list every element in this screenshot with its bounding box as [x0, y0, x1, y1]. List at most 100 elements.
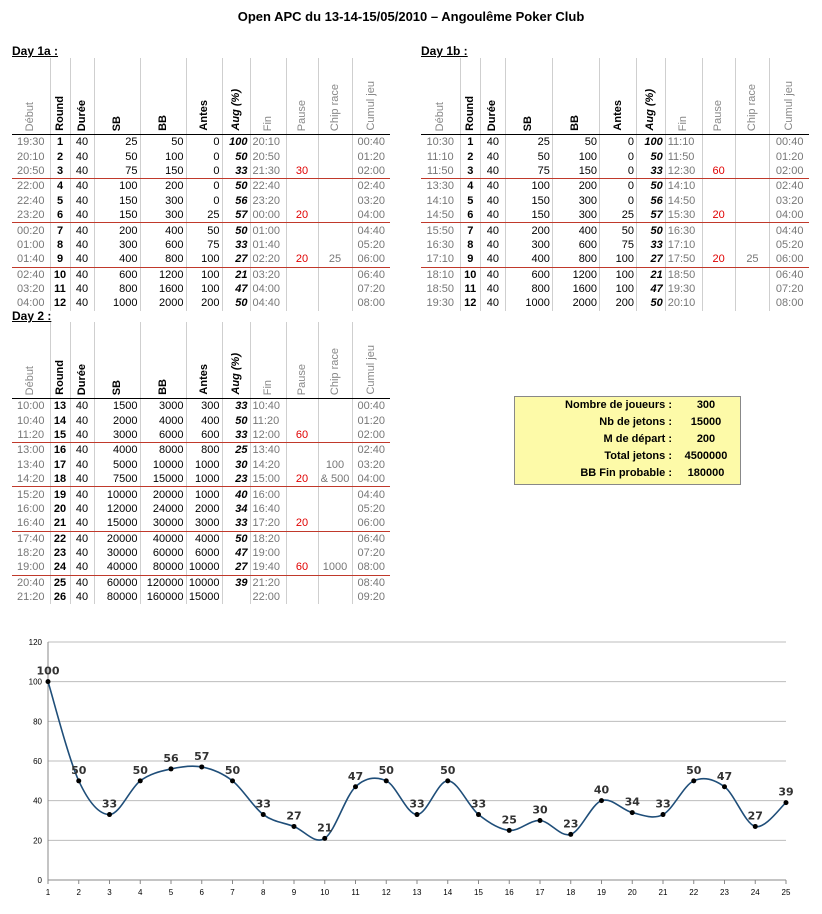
cell-cumul-jeu: 07:20	[351, 281, 390, 297]
cell-debut: 22:00	[16, 180, 45, 193]
cell-antes: 200	[599, 296, 637, 311]
cell-round: 15	[49, 427, 70, 444]
x-tick-label: 6	[200, 888, 205, 897]
cell-duree: 40	[69, 281, 94, 297]
table-row: 14:50 6 40 150 300 25 57 15:30 20 04:00	[421, 207, 809, 224]
cell-bb: 1200	[139, 267, 186, 282]
cell-round: 11	[49, 281, 70, 297]
stat-label: Nombre de joueurs :	[565, 399, 672, 411]
cell-sb: 40000	[93, 560, 140, 576]
cell-chip-race	[734, 267, 770, 282]
cell-aug: 57	[635, 207, 666, 224]
y-tick-label: 120	[29, 638, 43, 647]
header-round: Round	[459, 58, 481, 135]
day2-table: Début Round Durée SB BB Antes Aug (%) Fin Pause C…	[12, 322, 390, 605]
cell-sb: 50	[504, 149, 553, 164]
cell-bb: 50	[139, 134, 186, 150]
stat-value: 300	[696, 399, 716, 411]
table-row: 03:20 11 40 800 1600 100 47 04:00 07:20	[12, 281, 390, 297]
cell-sb: 150	[93, 193, 140, 208]
cell-duree: 40	[480, 222, 506, 238]
cell-antes: 2000	[185, 501, 222, 517]
cell-duree: 40	[69, 398, 94, 414]
cell-chip-race	[734, 134, 770, 150]
table-row: 19:30 1 40 25 50 0 100 20:10 00:40	[12, 134, 390, 150]
cell-bb: 300	[551, 207, 600, 224]
cell-aug: 50	[635, 149, 666, 164]
cell-duree: 40	[480, 163, 506, 180]
cell-debut: 17:40	[16, 532, 45, 545]
table-row: 17:40 22 40 20000 40000 4000 50 18:20 06:40	[12, 531, 390, 546]
header-fin: Fin	[664, 58, 703, 135]
cell-sb: 1500	[93, 398, 140, 414]
table-row: 19:30 12 40 1000 2000 200 50 20:10 08:00	[421, 296, 809, 311]
cell-antes: 100	[599, 252, 637, 268]
cell-duree: 40	[69, 163, 94, 180]
header-round: Round	[49, 58, 70, 135]
cell-cumul-jeu: 06:40	[351, 531, 390, 546]
cell-fin: 19:30	[664, 281, 703, 297]
cell-round: 4	[49, 178, 70, 194]
cell-duree: 40	[69, 222, 94, 238]
cell-fin: 04:40	[249, 296, 286, 311]
cell-aug: 47	[221, 281, 250, 297]
cell-chip-race	[317, 427, 352, 444]
cell-chip-race	[317, 413, 352, 428]
data-label: 39	[778, 786, 793, 799]
cell-aug: 56	[221, 193, 250, 208]
cell-fin: 14:50	[664, 193, 703, 208]
y-tick-label: 60	[33, 757, 42, 766]
cell-sb: 1000	[504, 296, 553, 311]
cell-antes: 10000	[185, 560, 222, 576]
table-row: 01:00 8 40 300 600 75 33 01:40 05:20	[12, 237, 390, 253]
cell-antes: 15000	[185, 590, 222, 605]
header-debut: Début	[421, 58, 460, 135]
cell-cumul-jeu: 04:00	[769, 207, 809, 224]
day1b-table: Début Round Durée SB BB Antes Aug (%) Fin Pause C…	[421, 58, 809, 311]
cell-antes: 0	[185, 178, 222, 194]
cell-duree: 40	[69, 501, 94, 517]
table-row: 14:20 18 40 7500 15000 1000 23 15:00 20 & 500 04:0…	[12, 471, 390, 488]
cell-aug: 40	[221, 486, 250, 502]
stat-label: Total jetons :	[604, 450, 672, 462]
cell-pause: 60	[701, 163, 735, 180]
cell-chip-race: 25	[734, 252, 770, 268]
header-sb: SB	[504, 58, 553, 135]
cell-aug	[221, 590, 250, 605]
cell-cumul-jeu: 00:40	[351, 398, 390, 414]
cell-pause	[701, 222, 735, 238]
cell-duree: 40	[69, 178, 94, 194]
cell-debut: 13:30	[426, 180, 455, 193]
cell-sb: 30000	[93, 545, 140, 561]
cell-antes: 0	[185, 134, 222, 150]
cell-round: 2	[49, 149, 70, 164]
cell-bb: 160000	[139, 590, 186, 605]
cell-sb: 2000	[93, 413, 140, 428]
header-pause: Pause	[285, 58, 318, 135]
table-row: 22:00 4 40 100 200 0 50 22:40 02:40	[12, 178, 390, 194]
cell-cumul-jeu: 08:00	[351, 296, 390, 311]
cell-antes: 100	[599, 267, 637, 282]
cell-aug: 21	[635, 267, 666, 282]
table-row: 15:50 7 40 200 400 50 50 16:30 04:40	[421, 222, 809, 238]
cell-sb: 150	[504, 193, 553, 208]
data-label: 50	[440, 764, 456, 777]
cell-debut: 03:20	[16, 283, 45, 296]
cell-fin: 15:00	[249, 471, 286, 488]
table-row: 18:10 10 40 600 1200 100 21 18:50 06:40	[421, 267, 809, 282]
cell-round: 9	[49, 252, 70, 268]
data-point	[691, 778, 697, 784]
table-row: 10:00 13 40 1500 3000 300 33 10:40 00:40	[12, 398, 390, 414]
cell-round: 13	[49, 398, 70, 414]
cell-round: 1	[49, 134, 70, 150]
cell-duree: 40	[69, 590, 94, 605]
cell-antes: 3000	[185, 516, 222, 532]
cell-round: 3	[459, 163, 481, 180]
cell-pause	[285, 442, 318, 458]
cell-chip-race	[317, 545, 352, 561]
data-point	[107, 812, 112, 818]
stat-row: Nombre de joueurs : 300	[515, 397, 740, 414]
cell-pause: 20	[285, 252, 318, 268]
x-tick-label: 2	[77, 888, 82, 897]
table-row: 19:00 24 40 40000 80000 10000 27 19:40 60 1000 08:…	[12, 560, 390, 576]
